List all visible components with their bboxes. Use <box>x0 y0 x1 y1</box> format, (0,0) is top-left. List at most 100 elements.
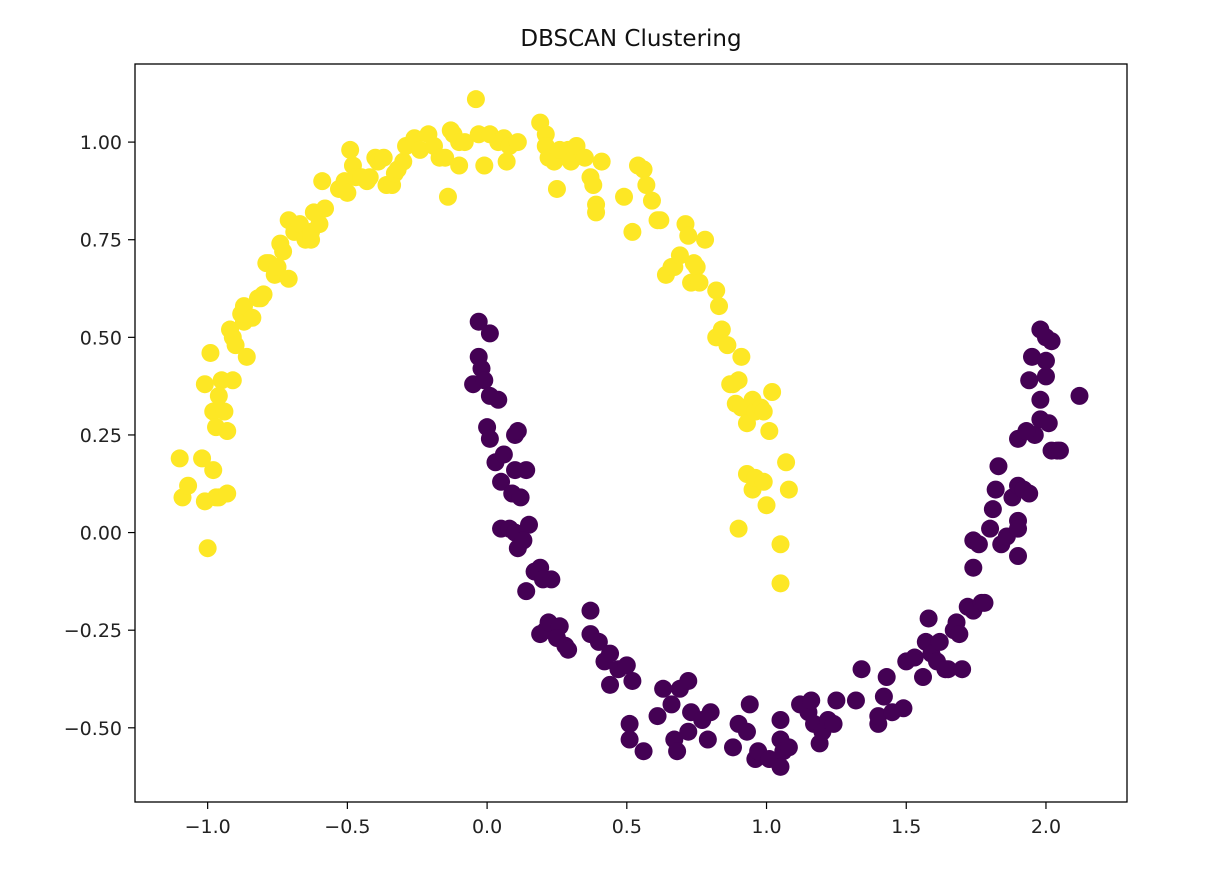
data-point <box>455 133 474 152</box>
y-tick-label: 0.25 <box>80 425 122 447</box>
data-point <box>508 422 527 441</box>
chart-title: DBSCAN Clustering <box>520 26 741 52</box>
y-tick-label: 0.00 <box>80 523 122 545</box>
data-point <box>268 258 287 277</box>
data-point <box>964 558 983 577</box>
data-point <box>771 757 790 776</box>
data-point <box>824 714 843 733</box>
data-point <box>193 449 212 468</box>
data-point <box>587 203 606 222</box>
data-point <box>480 324 499 343</box>
data-point <box>254 285 273 304</box>
data-point <box>1020 484 1039 503</box>
data-point <box>869 707 888 726</box>
data-point <box>950 625 969 644</box>
data-point <box>617 656 636 675</box>
data-point <box>637 176 656 195</box>
data-point <box>480 429 499 448</box>
data-point <box>438 187 457 206</box>
data-point <box>221 320 240 339</box>
data-point <box>740 695 759 714</box>
data-point <box>279 269 298 288</box>
data-point <box>771 574 790 593</box>
data-point <box>989 457 1008 476</box>
data-point <box>615 187 634 206</box>
data-point <box>592 152 611 171</box>
data-point <box>662 695 681 714</box>
data-point <box>679 226 698 245</box>
data-point <box>517 461 536 480</box>
data-point <box>679 671 698 690</box>
data-point <box>986 480 1005 499</box>
data-point <box>852 660 871 679</box>
data-point <box>634 742 653 761</box>
data-point <box>777 453 796 472</box>
data-point <box>1022 347 1041 366</box>
data-point <box>930 632 949 651</box>
data-point <box>679 722 698 741</box>
data-point <box>696 230 715 249</box>
plot-frame <box>134 63 1128 803</box>
data-point <box>754 472 773 491</box>
x-tick-label: 0.5 <box>612 816 642 838</box>
data-point <box>360 168 379 187</box>
data-point <box>436 148 455 167</box>
data-point <box>723 738 742 757</box>
data-point <box>1017 422 1036 441</box>
data-point <box>1020 371 1039 390</box>
data-point <box>589 632 608 651</box>
data-point <box>170 449 189 468</box>
data-point <box>648 707 667 726</box>
y-tick-label: 0.50 <box>80 327 122 349</box>
data-point <box>394 152 413 171</box>
data-point <box>1036 367 1055 386</box>
data-point <box>374 148 393 167</box>
data-point <box>179 476 198 495</box>
data-point <box>939 660 958 679</box>
x-tick-label: 0.0 <box>472 816 502 838</box>
data-point <box>620 730 639 749</box>
data-point <box>668 742 687 761</box>
data-point <box>1009 519 1028 538</box>
x-tick-label: 1.5 <box>891 816 921 838</box>
data-point <box>732 347 751 366</box>
data-point <box>919 609 938 628</box>
data-point <box>450 156 469 175</box>
data-point <box>559 640 578 659</box>
data-points <box>170 90 1089 776</box>
data-point <box>779 738 798 757</box>
x-tick-label: −1.0 <box>185 816 231 838</box>
data-point <box>492 472 511 491</box>
data-point <box>201 343 220 362</box>
data-point <box>760 422 779 441</box>
data-point <box>1031 390 1050 409</box>
data-point <box>754 402 773 421</box>
data-point <box>313 172 332 191</box>
data-point <box>237 347 256 366</box>
data-point <box>779 480 798 499</box>
data-point <box>469 312 488 331</box>
data-point <box>651 211 670 230</box>
data-point <box>983 500 1002 519</box>
data-point <box>802 691 821 710</box>
data-point <box>623 222 642 241</box>
data-point <box>411 140 430 159</box>
data-point <box>975 593 994 612</box>
data-point <box>218 484 237 503</box>
x-axis: −1.0 −0.5 0.0 0.5 1.0 1.5 2.0 <box>185 802 1061 838</box>
data-point <box>670 246 689 265</box>
data-point <box>497 152 516 171</box>
data-point <box>1039 414 1058 433</box>
x-tick-label: −0.5 <box>324 816 370 838</box>
data-point <box>494 445 513 464</box>
data-point <box>489 390 508 409</box>
data-point <box>718 336 737 355</box>
data-point <box>218 422 237 441</box>
data-point <box>723 375 742 394</box>
data-point <box>737 722 756 741</box>
x-tick-label: 1.0 <box>751 816 781 838</box>
data-point <box>223 371 242 390</box>
data-point <box>1042 332 1061 351</box>
y-tick-label: 0.75 <box>80 230 122 252</box>
